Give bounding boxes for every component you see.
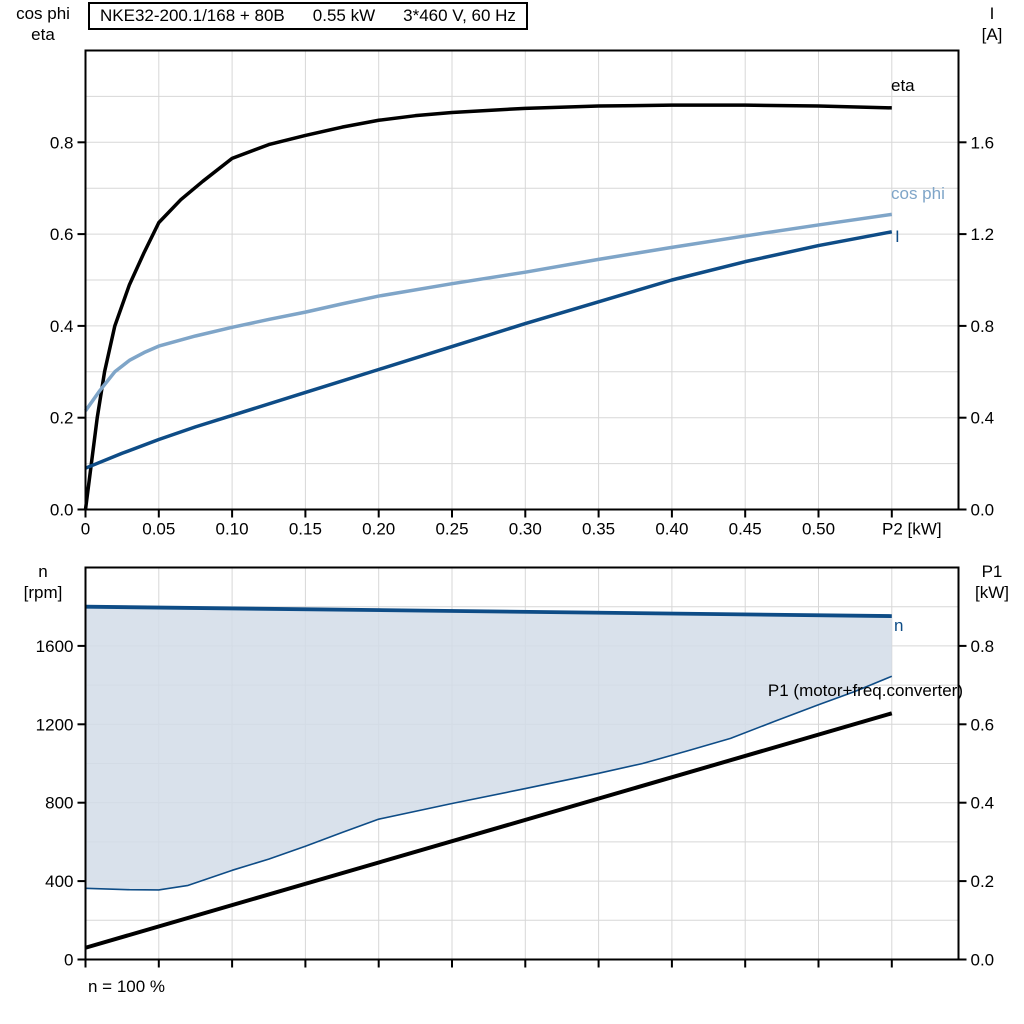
tick-label-left: 0.4 (50, 317, 74, 336)
tick-label-right: 0.2 (971, 872, 995, 891)
tick-label-left: 1600 (36, 637, 74, 656)
tick-label-left: 0.6 (50, 225, 74, 244)
axis-label-current: I (989, 4, 995, 23)
curve-label-n: n (894, 616, 904, 635)
tick-label-right: 1.6 (971, 133, 995, 152)
tick-label-right: 0.0 (971, 501, 995, 520)
chart-group: 0 400 800 1200 1600 0.0 0.2 0.4 0.6 0.8 (36, 566, 995, 970)
series-eta (83, 103, 892, 510)
plot-border (84, 566, 960, 961)
tick-label-right: 0.8 (971, 637, 995, 656)
tick-label-x: 0.20 (362, 520, 395, 539)
curve-label-current: I (895, 227, 900, 246)
x-axis-unit-label: P2 [kW] (882, 520, 942, 539)
tick-label-right: 0.0 (971, 951, 995, 970)
tick-label-x: 0.25 (435, 520, 468, 539)
tick-label-left: 0.2 (50, 409, 74, 428)
title-model: NKE32-200.1/168 + 80B (100, 6, 285, 25)
axis-label-eta: eta (31, 25, 55, 44)
chart-title-box: NKE32-200.1/168 + 80B 0.55 kW 3*460 V, 6… (88, 2, 528, 30)
bottom-right-axis-title: P1 [kW] (960, 561, 1024, 603)
speed-range-fill (85, 606, 892, 890)
axis-label-p1-unit: [kW] (975, 583, 1009, 602)
tick-label-left: 400 (45, 872, 73, 891)
tick-label-left: 1200 (36, 715, 74, 734)
chart-group: 0.0 0.2 0.4 0.6 0.8 0.0 0.4 0.8 1.2 1.6 0 0.05 0.10 0… (50, 49, 995, 539)
axis-label-cosphi: cos phi (16, 4, 70, 23)
curve-label-p1: P1 (motor+freq.converter) (767, 681, 963, 700)
curve-label-cosphi: cos phi (891, 184, 945, 203)
tick-label-left: 800 (45, 794, 73, 813)
title-voltage: 3*460 V, 60 Hz (403, 6, 516, 25)
tick-label-x: 0 (81, 520, 90, 539)
tick-label-x: 0.10 (216, 520, 249, 539)
curve-label-eta: eta (891, 76, 915, 95)
series-I (84, 230, 893, 470)
tick-label-x: 0.40 (655, 520, 688, 539)
tick-label-x: 0.30 (509, 520, 542, 539)
axis-label-current-unit: [A] (981, 25, 1003, 44)
tick-label-x: 0.15 (289, 520, 322, 539)
tick-label-right: 0.6 (971, 715, 995, 734)
tick-label-right: 1.2 (971, 225, 995, 244)
tick-label-x: 0.45 (729, 520, 762, 539)
tick-label-right: 0.4 (971, 409, 995, 428)
axis-label-n-unit: [rpm] (23, 583, 63, 602)
title-power: 0.55 kW (312, 6, 376, 25)
tick-label-left: 0.0 (50, 501, 74, 520)
tick-label-x: 0.05 (142, 520, 175, 539)
bottom-left-axis-title: n [rpm] (0, 561, 86, 603)
speed-footnote: n = 100 % (88, 977, 166, 996)
tick-label-right: 0.8 (971, 317, 995, 336)
tick-label-right: 0.4 (971, 794, 995, 813)
series-n_lower (85, 675, 893, 891)
series-cos_phi (84, 212, 893, 412)
axis-label-n: n (38, 562, 48, 581)
top-left-axis-title: cos phi eta (0, 3, 86, 45)
tick-label-x: 0.35 (582, 520, 615, 539)
axis-label-p1: P1 (981, 562, 1003, 581)
tick-label-left: 0.8 (50, 133, 74, 152)
top-right-axis-title: I [A] (960, 3, 1024, 45)
series-P1 (84, 711, 893, 950)
plot-border (84, 49, 960, 511)
series-n_upper (85, 604, 892, 619)
tick-label-x: 0.50 (802, 520, 835, 539)
tick-label-left: 0 (64, 951, 73, 970)
